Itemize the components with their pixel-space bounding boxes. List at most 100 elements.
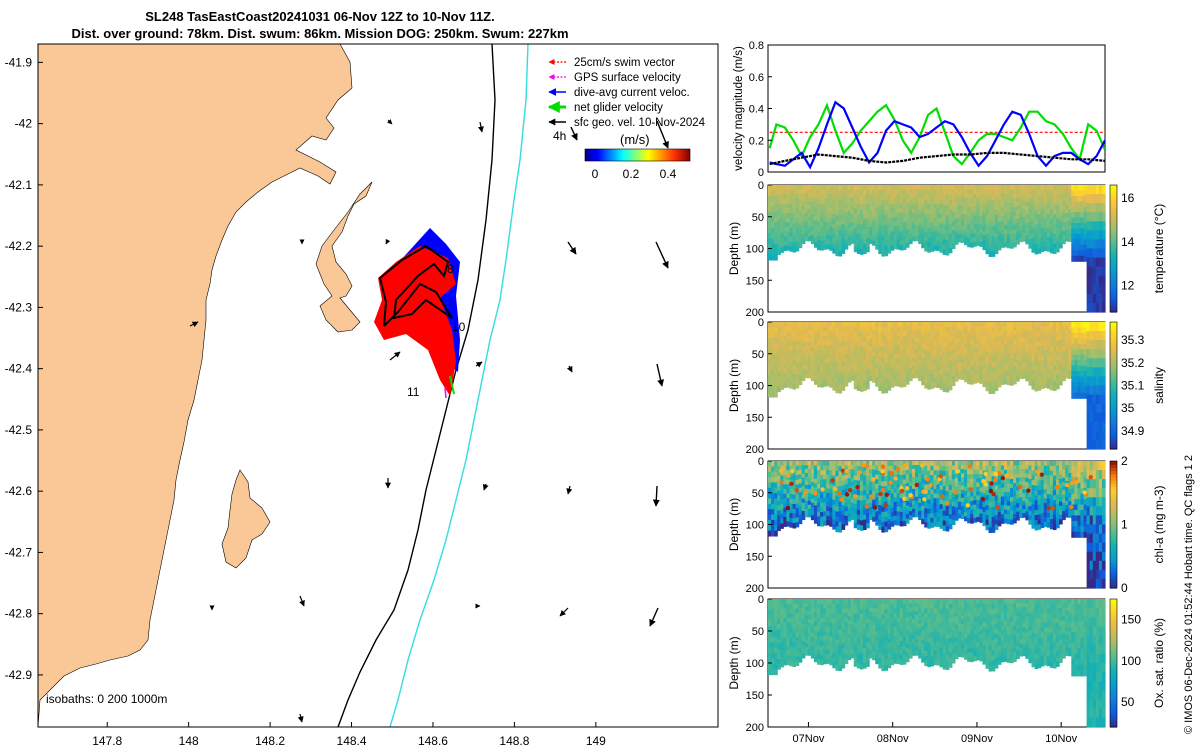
section-cell — [881, 190, 886, 196]
section-cell — [866, 199, 870, 205]
section-cell — [967, 326, 971, 332]
section-cell — [1065, 369, 1069, 375]
section-cell — [804, 228, 809, 234]
section-cell — [768, 375, 772, 382]
section-cell — [887, 326, 892, 333]
section-cell — [862, 480, 867, 487]
section-cell — [795, 354, 800, 361]
section-cell — [890, 354, 895, 360]
chl-point — [988, 488, 994, 494]
section-cell — [878, 336, 882, 343]
section-cell — [921, 362, 925, 368]
section-cell — [1013, 357, 1017, 363]
chl-point — [995, 504, 1000, 510]
section-cell — [908, 477, 913, 483]
section-cell — [961, 338, 965, 344]
depth-tick-label: 50 — [752, 349, 764, 361]
section-cell — [817, 335, 821, 342]
section-cell — [1052, 365, 1057, 372]
section-cell — [973, 211, 977, 217]
section-cell — [835, 250, 840, 257]
section-cell — [1040, 508, 1045, 514]
section-cell — [1003, 366, 1008, 372]
section-cell — [918, 201, 922, 207]
section-cell — [1077, 493, 1082, 500]
section-cell — [832, 228, 836, 235]
colorbar-segment — [1110, 473, 1117, 478]
section-cell — [936, 503, 941, 509]
section-cell — [1071, 466, 1075, 473]
section-cell — [789, 359, 794, 366]
section-cell — [841, 370, 846, 377]
section-cell — [768, 477, 772, 484]
section-cell — [884, 387, 889, 394]
section-cell — [795, 522, 800, 528]
section-cell — [847, 334, 852, 340]
section-cell — [1065, 232, 1069, 238]
section-cell — [1019, 322, 1023, 327]
section-cell — [982, 331, 987, 337]
section-cell — [1049, 218, 1054, 225]
section-cell — [1055, 232, 1060, 239]
section-cell — [918, 469, 922, 475]
section-cell — [1049, 509, 1054, 515]
section-cell — [890, 231, 895, 237]
section-cell — [905, 379, 910, 385]
freycinet-peninsula — [315, 181, 373, 333]
section-cell — [915, 373, 919, 379]
colorbar-tick-label: 0 — [1121, 581, 1128, 595]
colorbar-segment — [1110, 254, 1117, 259]
section-cell — [838, 215, 843, 222]
section-cell — [890, 185, 895, 191]
section-cell — [1089, 403, 1094, 414]
section-cell — [792, 513, 797, 519]
section-cell — [902, 194, 907, 200]
section-cell — [961, 209, 965, 215]
section-cell — [798, 505, 803, 511]
section-cell — [820, 208, 824, 214]
section-cell — [1068, 358, 1072, 363]
section-cell — [1068, 374, 1072, 379]
section-cell — [798, 514, 803, 520]
section-cell — [792, 494, 797, 500]
section-cell — [1000, 353, 1005, 359]
section-cell — [789, 203, 794, 210]
chl-point — [925, 476, 930, 482]
section-cell — [1013, 469, 1017, 475]
section-cell — [979, 487, 984, 493]
section-cell — [1059, 492, 1063, 498]
section-cell — [1086, 257, 1091, 268]
section-cell — [915, 361, 919, 367]
section-cell — [847, 352, 852, 357]
section-cell — [1062, 372, 1066, 377]
section-cell — [872, 360, 876, 366]
section-cell — [942, 322, 947, 328]
section-cell — [979, 504, 984, 510]
section-cell — [994, 224, 999, 230]
section-cell — [801, 515, 806, 520]
section-cell — [908, 197, 913, 203]
section-cell — [832, 194, 836, 201]
section-cell — [1028, 380, 1033, 386]
section-cell — [899, 240, 904, 246]
colorbar-segment — [1110, 565, 1117, 570]
section-cell — [1098, 248, 1103, 259]
section-cell — [1071, 376, 1075, 383]
section-cell — [856, 204, 861, 210]
section-cell — [810, 461, 815, 466]
section-cell — [1074, 217, 1079, 224]
section-cell — [988, 491, 993, 498]
section-cell — [976, 223, 980, 229]
section-cell — [915, 500, 919, 506]
section-cell — [875, 367, 879, 373]
section-cell — [853, 489, 858, 495]
section-cell — [1083, 239, 1088, 246]
section-cell — [826, 344, 830, 350]
section-cell — [829, 502, 833, 509]
section-cell — [768, 249, 772, 256]
section-cell — [1049, 233, 1054, 239]
section-cell — [994, 514, 999, 521]
section-cell — [872, 197, 876, 203]
section-cell — [826, 207, 830, 213]
section-cell — [1049, 470, 1054, 477]
